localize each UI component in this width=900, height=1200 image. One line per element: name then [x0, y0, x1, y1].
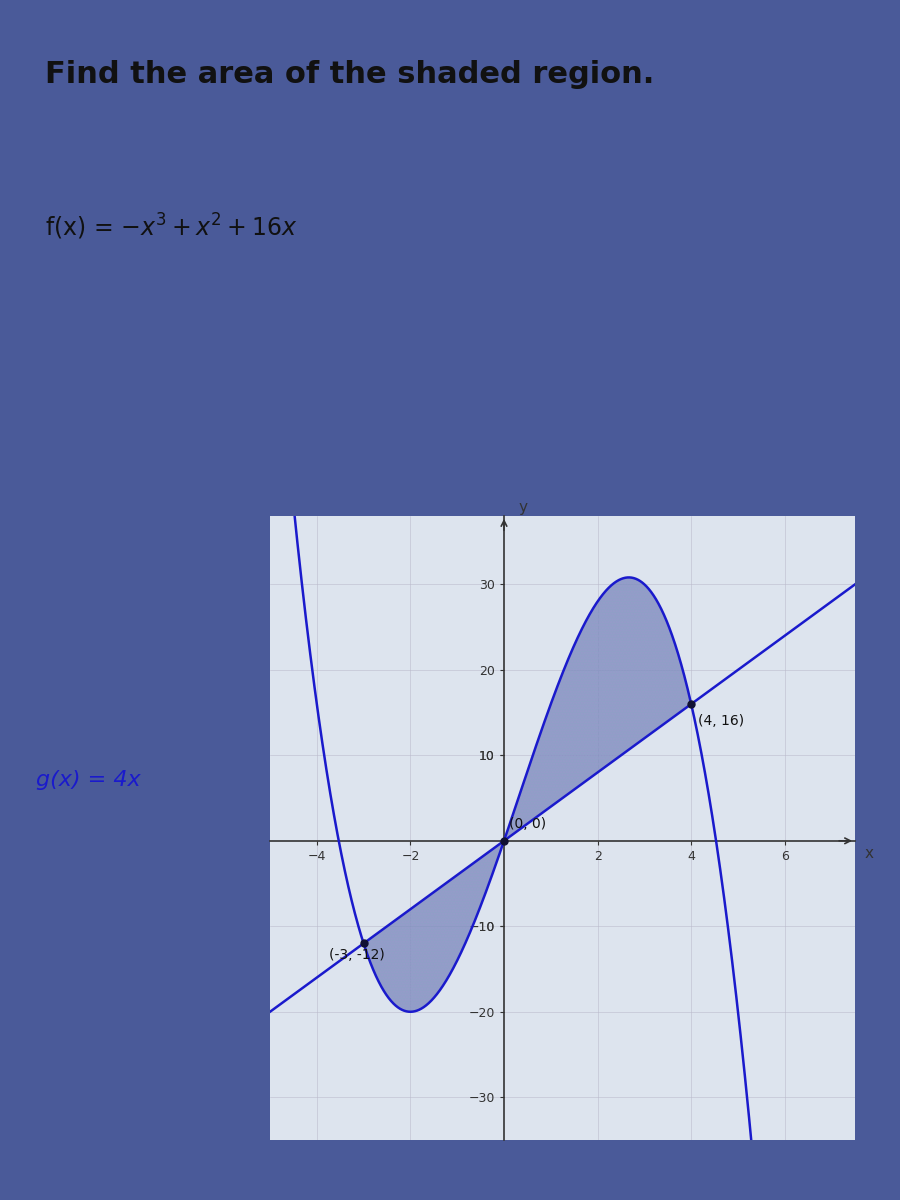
- Text: (0, 0): (0, 0): [508, 817, 545, 830]
- Text: (-3, -12): (-3, -12): [328, 948, 384, 961]
- Text: (4, 16): (4, 16): [698, 714, 744, 728]
- Text: Find the area of the shaded region.: Find the area of the shaded region.: [45, 60, 654, 90]
- Text: f(x) = $-x^3 + x^2 + 16x$: f(x) = $-x^3 + x^2 + 16x$: [45, 211, 297, 242]
- Text: y: y: [518, 499, 527, 515]
- Text: g(x) = 4x: g(x) = 4x: [36, 770, 140, 790]
- Text: x: x: [864, 846, 873, 860]
